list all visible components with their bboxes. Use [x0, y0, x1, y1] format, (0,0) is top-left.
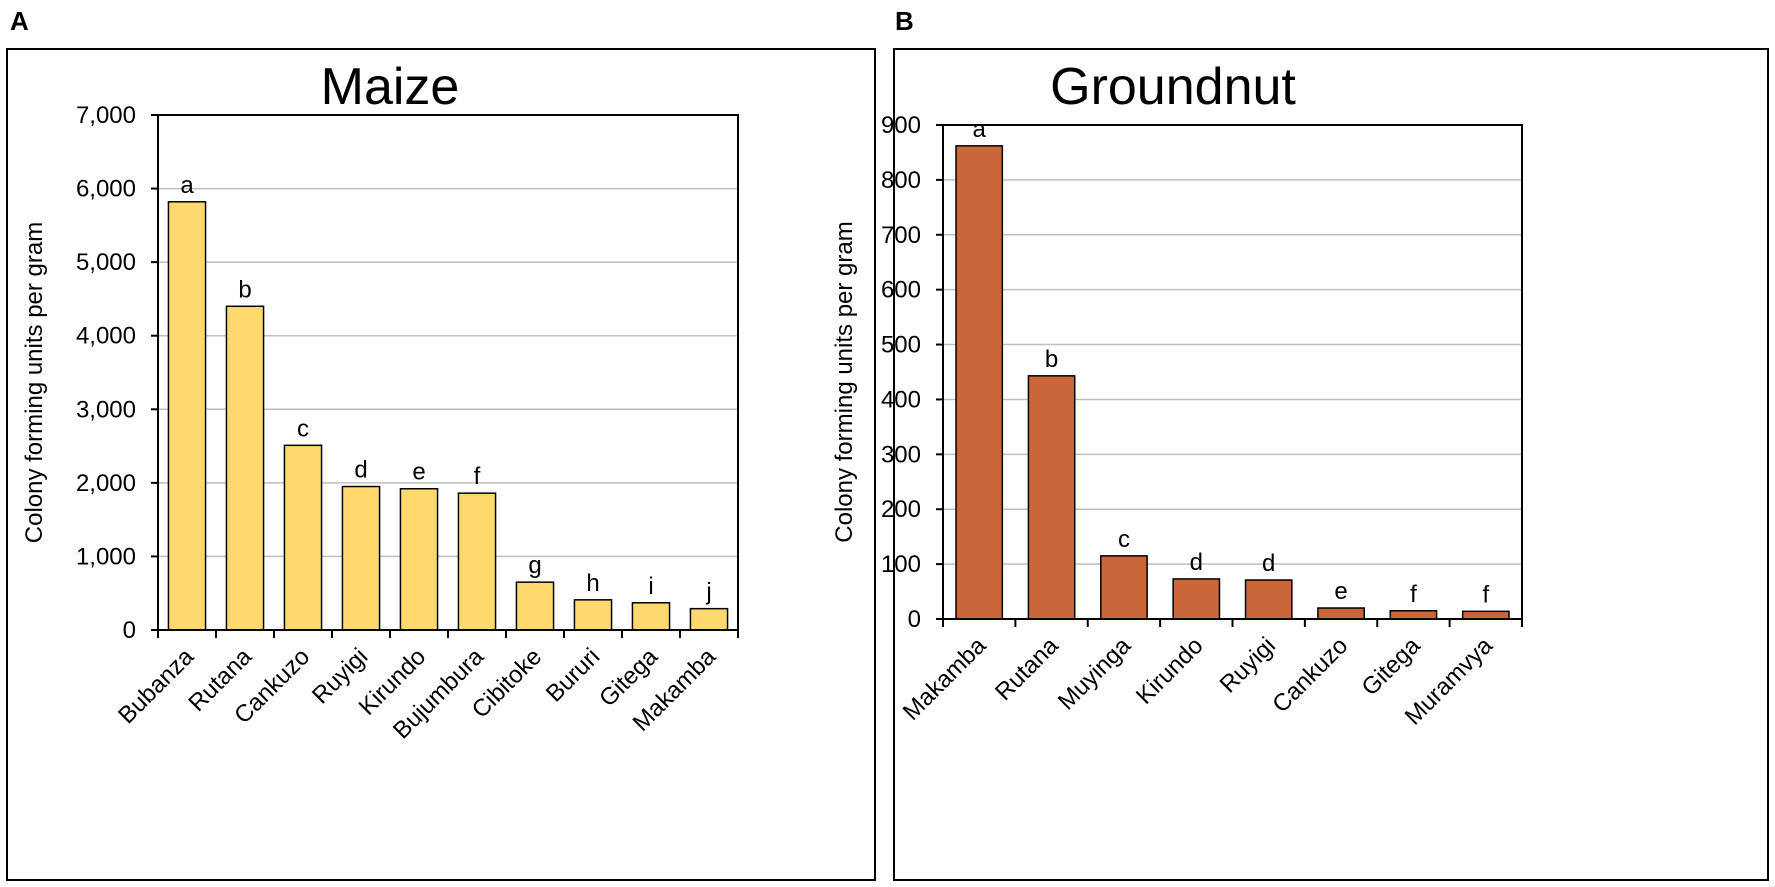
maize-chart-frame — [6, 48, 876, 881]
groundnut-category-label: Makamba — [898, 632, 992, 726]
groundnut-significance-letter: a — [973, 116, 987, 143]
groundnut-y-tick-label: 700 — [881, 222, 921, 249]
maize-bar — [399, 487, 439, 631]
groundnut-y-tick-label: 300 — [881, 441, 921, 468]
groundnut-significance-letter: d — [1190, 549, 1203, 576]
groundnut-bar — [1389, 610, 1438, 620]
groundnut-bar — [1461, 610, 1510, 620]
maize-bar — [341, 485, 381, 631]
maize-bar — [631, 602, 671, 631]
groundnut-y-tick-label: 800 — [881, 167, 921, 194]
groundnut-category-label: Muyinga — [1053, 632, 1137, 716]
maize-bar — [457, 492, 497, 631]
maize-y-tick-label: 3,000 — [76, 396, 136, 423]
groundnut-bar — [1100, 555, 1148, 620]
maize-y-tick-label: 2,000 — [76, 470, 136, 497]
groundnut-significance-letter: f — [1482, 581, 1489, 608]
maize-bar — [573, 599, 613, 631]
maize-y-tick-label: 7,000 — [76, 102, 136, 129]
maize-bar — [283, 444, 323, 631]
maize-significance-letter: g — [528, 552, 541, 579]
groundnut-category-label: Gitega — [1357, 632, 1427, 702]
groundnut-y-tick-label: 500 — [881, 332, 921, 359]
maize-y-axis-label: Colony forming units per gram — [21, 222, 48, 543]
maize-bar — [515, 581, 555, 631]
maize-y-tick-label: 1,000 — [76, 543, 136, 570]
maize-bar — [225, 305, 265, 631]
groundnut-y-tick-label: 0 — [908, 606, 921, 633]
maize-significance-letter: c — [297, 415, 309, 442]
groundnut-significance-letter: b — [1045, 346, 1058, 373]
groundnut-significance-letter: d — [1262, 550, 1275, 577]
groundnut-bar — [1244, 579, 1293, 620]
groundnut-chart-frame — [893, 48, 1769, 881]
maize-significance-letter: e — [412, 459, 425, 486]
groundnut-bar — [1317, 607, 1365, 620]
groundnut-y-tick-label: 900 — [881, 112, 921, 139]
groundnut-chart-title: Groundnut — [1050, 58, 1296, 116]
maize-y-tick-label: 6,000 — [76, 176, 136, 203]
groundnut-category-label: Ruyigi — [1215, 632, 1281, 698]
groundnut-category-label: Cankuzo — [1267, 632, 1353, 718]
maize-significance-letter: i — [648, 573, 653, 600]
maize-significance-letter: a — [180, 172, 194, 199]
maize-bar — [167, 201, 207, 631]
panel-label-b: B — [895, 6, 914, 36]
maize-y-tick-label: 4,000 — [76, 323, 136, 350]
groundnut-y-tick-label: 600 — [881, 277, 921, 304]
maize-significance-letter: j — [705, 579, 711, 606]
groundnut-significance-letter: f — [1410, 581, 1417, 608]
groundnut-y-tick-label: 200 — [881, 496, 921, 523]
groundnut-y-tick-label: 100 — [881, 551, 921, 578]
maize-chart-title: Maize — [321, 58, 460, 116]
panel-label-a: A — [10, 6, 29, 36]
maize-category-label: Bubanza — [113, 643, 200, 730]
maize-bar — [689, 607, 729, 631]
groundnut-significance-letter: e — [1334, 578, 1347, 605]
maize-significance-letter: f — [474, 463, 481, 490]
maize-significance-letter: h — [586, 570, 599, 597]
maize-plot-area-border — [157, 114, 739, 631]
groundnut-bar — [1172, 578, 1221, 620]
maize-y-tick-label: 0 — [123, 617, 136, 644]
groundnut-bar — [1027, 375, 1076, 620]
groundnut-category-label: Kirundo — [1131, 632, 1209, 710]
groundnut-plot-area-border — [942, 124, 1523, 620]
maize-y-tick-label: 5,000 — [76, 249, 136, 276]
groundnut-bar — [955, 145, 1004, 620]
groundnut-y-tick-label: 400 — [881, 386, 921, 413]
maize-significance-letter: d — [354, 457, 367, 484]
maize-significance-letter: b — [238, 276, 251, 303]
maize-category-label: Bururi — [541, 643, 605, 707]
groundnut-y-axis-label: Colony forming units per gram — [831, 221, 858, 542]
groundnut-significance-letter: c — [1118, 526, 1130, 553]
